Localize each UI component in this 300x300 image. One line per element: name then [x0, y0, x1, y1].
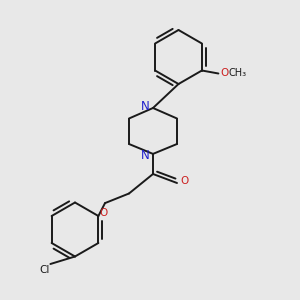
Text: Cl: Cl: [39, 265, 50, 275]
Text: CH₃: CH₃: [229, 68, 247, 78]
Text: O: O: [181, 176, 189, 187]
Text: O: O: [99, 208, 108, 218]
Text: O: O: [220, 68, 228, 78]
Text: N: N: [141, 149, 150, 162]
Text: N: N: [141, 100, 150, 113]
